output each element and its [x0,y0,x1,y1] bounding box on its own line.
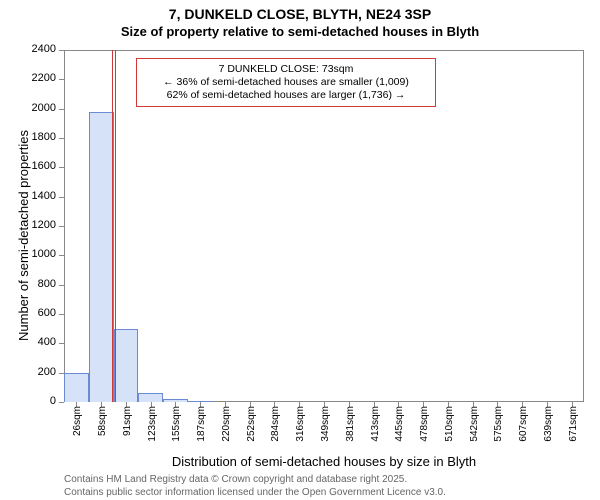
y-tick-label: 2200 [0,72,56,84]
y-tick-mark [59,138,64,139]
histogram-bar [138,393,163,402]
x-tick-label: 607sqm [518,406,529,448]
y-tick-mark [59,50,64,51]
y-tick-label: 800 [0,278,56,290]
x-tick-label: 187sqm [196,406,207,448]
y-tick-mark [59,197,64,198]
x-tick-label: 510sqm [444,406,455,448]
property-marker-line [112,50,113,402]
x-tick-label: 220sqm [221,406,232,448]
x-tick-label: 542sqm [469,406,480,448]
x-tick-label: 349sqm [320,406,331,448]
y-tick-label: 600 [0,307,56,319]
y-tick-label: 2400 [0,43,56,55]
histogram-bar [64,373,89,402]
y-tick-label: 200 [0,366,56,378]
y-tick-mark [59,79,64,80]
annotation-line1: 7 DUNKELD CLOSE: 73sqm [143,63,429,76]
x-axis-label: Distribution of semi-detached houses by … [64,454,584,469]
y-tick-label: 1600 [0,160,56,172]
x-tick-label: 123sqm [147,406,158,448]
y-tick-label: 1200 [0,219,56,231]
x-tick-label: 316sqm [295,406,306,448]
annotation-line3: 62% of semi-detached houses are larger (… [143,89,429,102]
y-tick-mark [59,285,64,286]
x-tick-label: 155sqm [171,406,182,448]
y-tick-label: 400 [0,336,56,348]
y-tick-mark [59,167,64,168]
x-tick-label: 26sqm [72,406,83,448]
y-tick-label: 1000 [0,248,56,260]
x-tick-label: 639sqm [543,406,554,448]
y-tick-label: 0 [0,395,56,407]
footer-line2: Contains public sector information licen… [64,487,446,500]
histogram-bar [114,329,139,402]
x-tick-label: 91sqm [122,406,133,448]
y-tick-mark [59,343,64,344]
x-tick-label: 445sqm [394,406,405,448]
histogram-bar [188,401,213,402]
y-tick-mark [59,314,64,315]
y-tick-mark [59,109,64,110]
x-tick-label: 413sqm [370,406,381,448]
chart-title: 7, DUNKELD CLOSE, BLYTH, NE24 3SP [0,6,600,22]
x-tick-label: 671sqm [568,406,579,448]
footer-credits: Contains HM Land Registry data © Crown c… [64,474,446,499]
annotation-line2: ← 36% of semi-detached houses are smalle… [143,76,429,89]
y-tick-label: 1400 [0,190,56,202]
chart-container: 7, DUNKELD CLOSE, BLYTH, NE24 3SP Size o… [0,0,600,500]
x-tick-label: 381sqm [345,406,356,448]
x-tick-label: 252sqm [246,406,257,448]
y-tick-mark [59,402,64,403]
footer-line1: Contains HM Land Registry data © Crown c… [64,474,446,487]
y-tick-label: 1800 [0,131,56,143]
y-tick-mark [59,255,64,256]
x-tick-label: 284sqm [270,406,281,448]
histogram-bar [163,399,188,402]
histogram-bar [89,112,114,402]
property-marker-line [115,50,116,402]
x-tick-label: 575sqm [493,406,504,448]
y-tick-mark [59,226,64,227]
annotation-box: 7 DUNKELD CLOSE: 73sqm ← 36% of semi-det… [136,58,436,107]
y-tick-label: 2000 [0,102,56,114]
chart-subtitle: Size of property relative to semi-detach… [0,24,600,39]
x-tick-label: 478sqm [419,406,430,448]
x-tick-label: 58sqm [97,406,108,448]
